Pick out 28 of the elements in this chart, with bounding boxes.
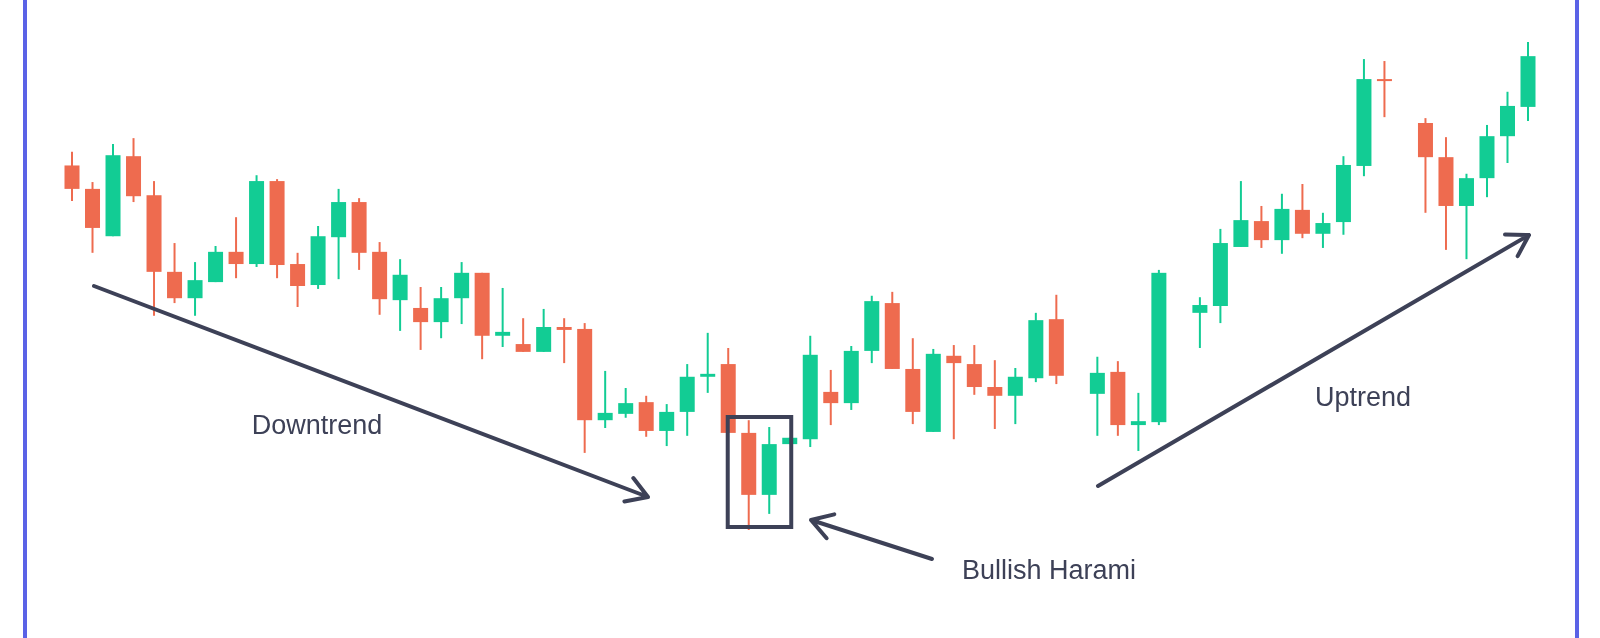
candlestick <box>1007 366 1023 426</box>
annotation: Uptrend <box>1314 382 1412 413</box>
candlestick <box>946 344 962 441</box>
candlestick <box>413 285 429 351</box>
candlestick <box>64 150 80 203</box>
candlestick <box>515 317 531 353</box>
text: Bullish Harami <box>961 555 1137 586</box>
candlestick <box>1089 355 1105 437</box>
candlestick <box>1376 60 1392 119</box>
candlestick <box>1130 391 1146 452</box>
candlestick <box>1253 204 1269 249</box>
candlestick <box>823 368 839 427</box>
candlestick <box>187 261 203 317</box>
candlestick <box>433 285 449 340</box>
candlestick <box>556 317 572 365</box>
annotation: Downtrend <box>251 410 383 441</box>
candlestick <box>1315 211 1331 249</box>
candlestick <box>618 386 634 419</box>
candlestick <box>1294 183 1310 240</box>
candlestick <box>597 369 613 430</box>
candlestick <box>700 331 716 394</box>
candlestick <box>495 286 511 348</box>
candlestick <box>1192 296 1208 349</box>
candlestick <box>290 251 306 308</box>
candlestick <box>659 403 675 448</box>
candlestick <box>987 359 1003 430</box>
candlestick <box>966 344 982 396</box>
candlestick <box>228 216 244 280</box>
